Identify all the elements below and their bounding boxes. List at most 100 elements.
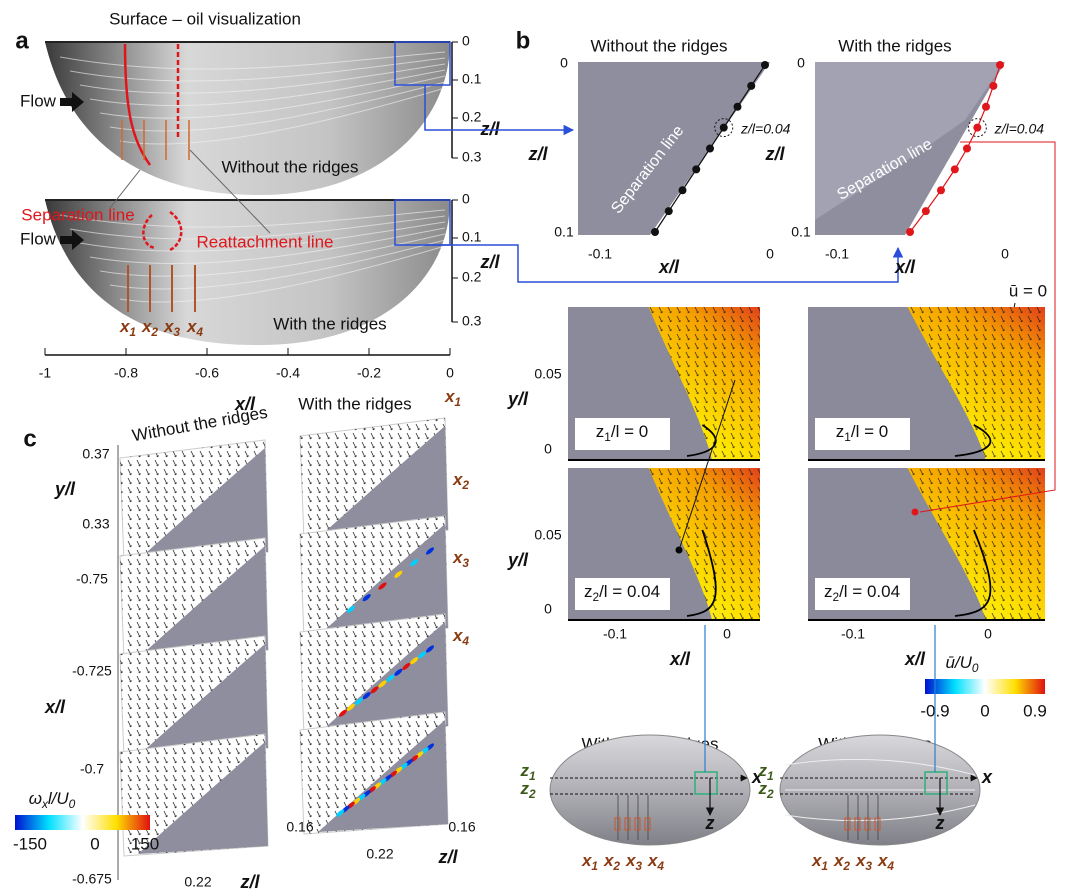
station-box bbox=[844, 817, 851, 831]
label: With the ridges bbox=[838, 36, 951, 55]
text: z bbox=[519, 761, 529, 780]
label: 0.16 bbox=[286, 819, 313, 835]
subscript-label: x3 bbox=[452, 548, 469, 570]
subscript: 1 bbox=[129, 325, 136, 339]
vorticity bbox=[362, 594, 371, 602]
streak bbox=[79, 63, 446, 94]
label: 0 bbox=[723, 626, 731, 642]
subscript-label: x2 bbox=[833, 851, 850, 873]
label: y/l bbox=[54, 479, 76, 499]
text: x bbox=[625, 851, 637, 870]
vorticity bbox=[394, 570, 403, 578]
dot bbox=[950, 165, 959, 174]
vorticity bbox=[336, 809, 345, 817]
subscript: 3 bbox=[865, 859, 872, 873]
label: -0.725 bbox=[72, 663, 112, 679]
label: Surface – oil visualization bbox=[109, 9, 301, 28]
label: c bbox=[23, 425, 36, 452]
wall bbox=[138, 742, 268, 854]
subscript-label: x1 bbox=[581, 851, 598, 873]
subscript-label: ū/U0 bbox=[945, 653, 978, 675]
line bbox=[189, 149, 271, 234]
subscript: 4 bbox=[656, 859, 664, 873]
label: 0.16 bbox=[448, 819, 475, 835]
streak bbox=[69, 57, 446, 82]
subscript: 2 bbox=[528, 787, 536, 801]
subscript: 2 bbox=[461, 478, 469, 492]
label: 0.37 bbox=[82, 446, 109, 462]
subscript-label: z2 bbox=[519, 779, 536, 801]
dot bbox=[936, 186, 945, 195]
subscript: 1 bbox=[454, 395, 461, 409]
vorticity bbox=[346, 605, 355, 613]
zero-contour bbox=[954, 424, 992, 457]
label: a bbox=[15, 27, 29, 54]
subscript: 2 bbox=[766, 787, 774, 801]
station-box bbox=[644, 817, 651, 831]
subscript: 4 bbox=[886, 859, 894, 873]
vorticity bbox=[410, 657, 419, 665]
label: Separation line bbox=[21, 205, 134, 224]
text: z bbox=[584, 582, 593, 601]
subscript: 2 bbox=[150, 325, 158, 339]
label: z bbox=[705, 813, 715, 833]
label: -0.6 bbox=[195, 365, 219, 381]
label: Without the ridges bbox=[131, 403, 269, 446]
label: 0.2 bbox=[462, 269, 482, 285]
wall bbox=[138, 644, 268, 756]
label: With the ridges bbox=[273, 314, 386, 333]
subscript-label: x2 bbox=[141, 317, 158, 339]
streak bbox=[99, 75, 446, 119]
plane-box bbox=[815, 578, 910, 610]
subscript: 1 bbox=[821, 859, 828, 873]
subscript: 4 bbox=[461, 634, 469, 648]
vorticity bbox=[425, 547, 435, 555]
label: -0.75 bbox=[76, 571, 108, 587]
label: z bbox=[935, 813, 945, 833]
text: x bbox=[141, 317, 153, 336]
zoom-box bbox=[924, 771, 948, 795]
ridge-band bbox=[815, 62, 1005, 220]
label: ū = 0 bbox=[1009, 281, 1047, 300]
label: 0 bbox=[766, 246, 774, 262]
streak bbox=[89, 227, 446, 265]
text: /l = 0.04 bbox=[839, 582, 900, 601]
dot bbox=[664, 207, 673, 216]
label: 0.22 bbox=[366, 846, 393, 862]
label: y/l bbox=[507, 389, 529, 409]
dot bbox=[981, 102, 990, 111]
subscript: 1 bbox=[767, 769, 774, 783]
label: 0 bbox=[797, 55, 805, 71]
subscript-label: z1 bbox=[757, 761, 773, 783]
subscript-label: x2 bbox=[603, 851, 620, 873]
label: z/l bbox=[437, 847, 458, 867]
label: -1 bbox=[39, 365, 52, 381]
dot bbox=[996, 61, 1004, 69]
vorticity bbox=[386, 674, 395, 682]
label: x bbox=[981, 767, 993, 787]
label: -0.1 bbox=[841, 626, 865, 642]
subscript: 2 bbox=[832, 590, 839, 604]
label: x/l bbox=[894, 257, 916, 277]
dot bbox=[921, 207, 930, 216]
streak bbox=[59, 209, 446, 228]
text: l/U bbox=[48, 789, 70, 808]
subscript-label: z1 bbox=[519, 761, 535, 783]
subscript-label: x4 bbox=[186, 317, 203, 339]
marker-ring bbox=[967, 118, 987, 138]
label: 0 bbox=[446, 365, 454, 381]
label: Without the ridges bbox=[590, 36, 727, 55]
label: 0 bbox=[560, 55, 568, 71]
vorticity bbox=[394, 668, 403, 676]
label: x/l bbox=[904, 649, 926, 669]
subscript: 0 bbox=[69, 797, 76, 811]
subscript-label: x1 bbox=[119, 317, 136, 339]
zoom-box bbox=[394, 41, 451, 86]
label: y/l bbox=[507, 550, 529, 570]
label: 0.22 bbox=[184, 874, 211, 890]
subscript-label: x1 bbox=[444, 387, 461, 409]
label: z/l=0.04 bbox=[740, 120, 791, 136]
label: 0.1 bbox=[791, 224, 811, 240]
wall bbox=[138, 448, 268, 560]
label: 0 bbox=[462, 191, 470, 207]
